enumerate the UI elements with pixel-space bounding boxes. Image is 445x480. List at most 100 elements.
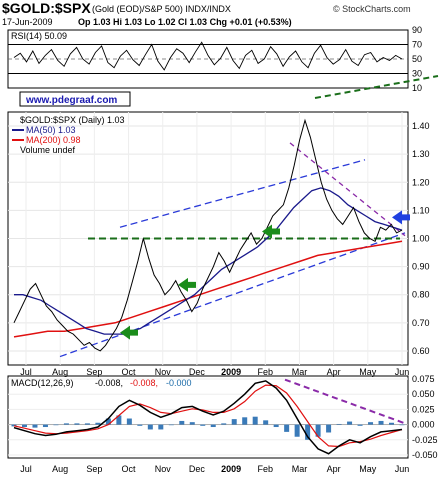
ma200-legend: MA(200) 0.98 [26,135,81,145]
green-arrow-3 [262,224,280,239]
macd-histogram-bar [147,424,153,430]
price-x-label-Aug: Aug [52,367,68,377]
macd-histogram-bar [399,424,405,426]
price-x-label-Nov: Nov [155,367,172,377]
macd-histogram-bar [357,424,363,426]
macd-histogram-bar [137,424,143,426]
url-link[interactable]: www.pdegraaf.com [25,95,117,106]
macd-x-label-Sep: Sep [86,464,102,474]
price-x-label-Apr: Apr [327,367,341,377]
macd-x-label-Dec: Dec [189,464,206,474]
price-tick-0.80: 0.80 [412,290,430,300]
macd-histogram-bar [315,424,321,437]
date-label: 17-Jun-2009 [2,17,53,27]
macd-legend-signal: -0.008, [130,378,158,388]
lower-channel-line [59,232,406,358]
macd-legend-name: MACD(12,26,9) [11,378,74,388]
macd-histogram-bar [95,422,101,425]
price-tick-1.30: 1.30 [412,149,430,159]
macd-histogram-bar [116,415,122,425]
macd-tick--0.025: -0.025 [412,435,438,445]
macd-x-label-Nov: Nov [155,464,172,474]
macd-histogram-bar [242,417,248,425]
macd-resistance-line [284,378,406,425]
macd-histogram-bar [368,422,374,425]
copyright: © StockCharts.com [333,4,411,14]
macd-histogram-bar [42,424,48,428]
price-x-label-Jun: Jun [395,367,410,377]
macd-histogram-bar [347,421,353,425]
macd-histogram-bar [389,422,395,425]
macd-histogram-bar [221,423,227,425]
macd-x-label-May: May [359,464,377,474]
macd-histogram-bar [378,420,384,425]
green-arrow-2 [178,277,196,292]
macd-line [13,380,403,455]
green-arrow-1 [120,325,138,340]
macd-histogram-bar [294,424,300,437]
url-box[interactable] [19,91,131,107]
price-x-label-2009: 2009 [221,367,241,377]
macd-histogram-bar [336,423,342,425]
macd-histogram-bar [189,422,195,425]
upper-channel-line [119,159,366,228]
price-x-label-Dec: Dec [189,367,206,377]
price-x-label-Jul: Jul [20,367,32,377]
macd-x-label-Jul: Jul [20,464,32,474]
macd-layer: 0.075 0.050 0.025 0.000 -0.025 -0.050 [8,374,438,460]
macd-histogram-bar [179,420,185,425]
macd-histogram-bar [168,424,174,426]
price-layer: 1.40 1.30 1.20 1.10 1.00 0.90 0.80 0.70 0.60 Jul J… [8,112,430,474]
macd-histogram-bar [74,423,80,425]
price-tick-0.70: 0.70 [412,318,430,328]
blue-arrow [392,210,410,225]
macd-x-label-Jun: Jun [395,464,410,474]
price-legend-main: $GOLD:$SPX (Daily) 1.03 [20,115,125,125]
macd-tick-0.000: 0.000 [412,420,435,430]
price-tick-0.90: 0.90 [412,262,430,272]
macd-histogram-bar [53,424,59,426]
macd-histogram-bar [200,424,206,426]
macd-legend-value: -0.008, [95,378,123,388]
macd-panel [7,375,409,459]
macd-tick-0.025: 0.025 [412,404,435,414]
symbol-description: (Gold (EOD)/S&P 500) INDX/INDX [92,4,231,14]
rsi-tick-50: 50 [412,54,422,64]
ma200-line [13,240,403,338]
macd-histogram-bar [105,418,111,425]
rsi-line [13,41,403,71]
macd-x-label-Apr: Apr [327,464,341,474]
macd-x-label-Aug: Aug [52,464,68,474]
rsi-legend: RSI(14) 50.09 [11,31,67,41]
macd-histogram-bar [126,418,132,425]
macd-histogram-bar [273,424,279,428]
price-x-label-Mar: Mar [292,367,308,377]
macd-histogram-bar [210,424,216,428]
macd-histogram-bar [63,423,69,425]
macd-histogram-bar [284,424,290,432]
rsi-tick-90: 90 [412,25,422,35]
macd-x-label-Mar: Mar [292,464,308,474]
price-line [13,118,403,352]
price-x-label-Sep: Sep [86,367,102,377]
rsi-tick-10: 10 [412,83,422,93]
rsi-green-trendline [314,75,439,99]
price-tick-1.10: 1.10 [412,205,430,215]
macd-histogram-bar [21,424,27,428]
rsi-tick-30: 30 [412,69,422,79]
macd-histogram-bar [11,424,17,427]
macd-histogram-bar [32,424,38,428]
macd-histogram-bar [263,420,269,425]
macd-x-label-Oct: Oct [122,464,137,474]
macd-histogram-bar [252,416,258,425]
price-tick-1.00: 1.00 [412,234,430,244]
macd-tick-0.050: 0.050 [412,389,435,399]
price-tick-0.60: 0.60 [412,346,430,356]
symbol-title: $GOLD:$SPX [2,0,91,16]
macd-tick-0.075: 0.075 [412,374,435,384]
macd-histogram-bar [158,424,164,430]
resistance-line [289,142,406,237]
price-tick-1.20: 1.20 [412,177,430,187]
